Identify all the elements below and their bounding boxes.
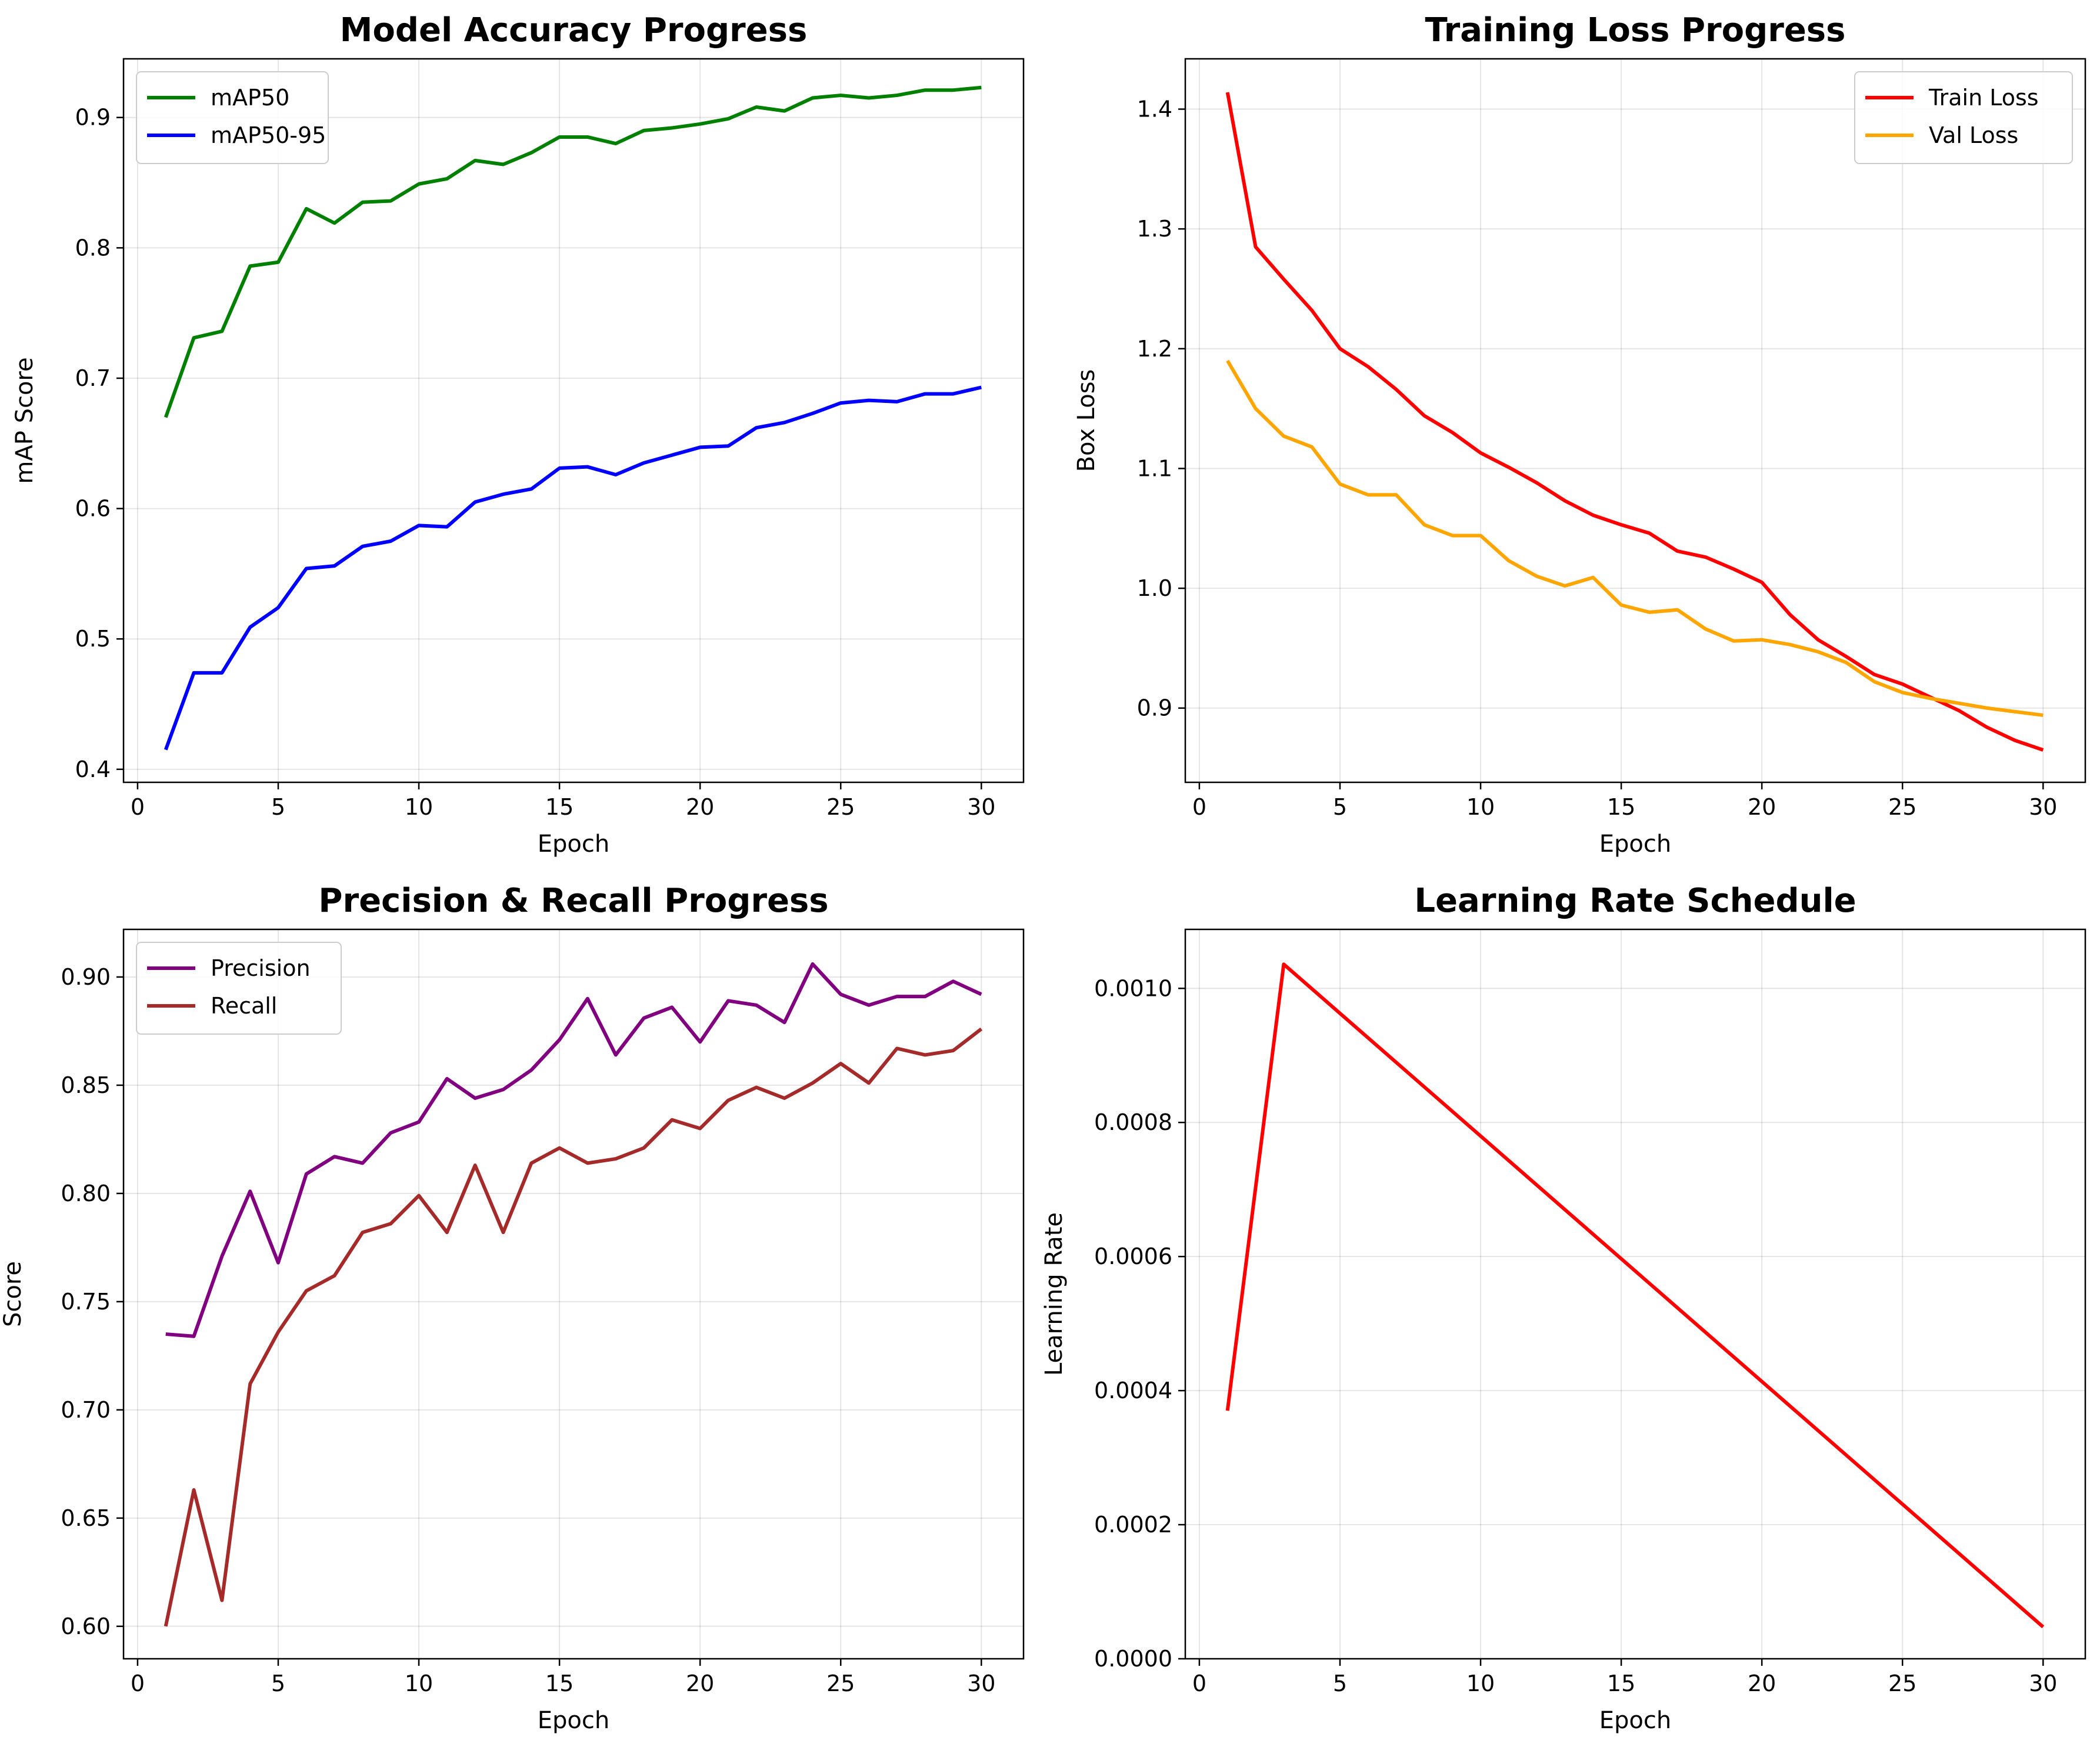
chart-title: Model Accuracy Progress	[340, 11, 808, 49]
legend-label: Train Loss	[1928, 85, 2039, 111]
legend-box	[136, 942, 342, 1035]
x-tick-label: 0	[1192, 794, 1206, 820]
x-tick-label: 25	[826, 1671, 855, 1696]
legend: Train Loss Val Loss	[1854, 71, 2073, 164]
y-tick-label: 0.0008	[1094, 1109, 1172, 1135]
y-tick-label: 1.1	[1137, 455, 1172, 481]
y-tick-label: 0.80	[61, 1181, 111, 1206]
series-line-1	[165, 962, 982, 1338]
x-tick-label: 20	[686, 794, 714, 820]
legend: mAP50 mAP50-95	[136, 71, 329, 164]
y-tick-label: 1.2	[1137, 336, 1172, 362]
y-tick-label: 0.4	[75, 756, 111, 782]
y-tick-label: 0.9	[1137, 695, 1172, 721]
y-tick-label: 0.0010	[1094, 975, 1172, 1001]
legend-label: Val Loss	[1929, 122, 2018, 148]
chart-panel-3: 0 5 10 15 20 25 30 0.60 0.65 0.70 0.75 0.80 0.85 0.90…	[0, 882, 1025, 1734]
legend-box	[136, 71, 329, 164]
chart-panel-2: 0 5 10 15 20 25 30 0.9 1.0 1.1 1.2 1.3 1.4 Training L…	[1073, 11, 2086, 858]
y-tick-label: 0.65	[61, 1505, 111, 1531]
y-tick-label: 0.75	[61, 1289, 111, 1315]
x-tick-label: 0	[131, 1671, 145, 1696]
y-tick-label: 0.70	[61, 1397, 111, 1423]
y-axis-label: Score	[0, 1261, 26, 1327]
x-tick-label: 15	[1607, 1671, 1635, 1696]
x-tick-label: 25	[1888, 794, 1916, 820]
legend-label: mAP50	[211, 85, 289, 111]
y-tick-label: 1.0	[1137, 575, 1172, 601]
x-tick-label: 5	[271, 794, 285, 820]
y-tick-label: 0.5	[75, 626, 111, 652]
x-tick-label: 30	[2029, 794, 2057, 820]
chart-title: Precision & Recall Progress	[318, 882, 828, 920]
legend-label: mAP50-95	[211, 122, 326, 148]
x-tick-label: 25	[1888, 1671, 1916, 1696]
x-tick-label: 5	[1333, 794, 1347, 820]
series-line-2	[1226, 359, 2044, 717]
plot-frame	[122, 58, 1025, 784]
x-tick-label: 20	[1748, 1671, 1776, 1696]
x-tick-label: 30	[967, 1671, 995, 1696]
y-tick-label: 0.8	[75, 235, 111, 261]
chart-title: Training Loss Progress	[1425, 11, 1846, 49]
x-tick-label: 5	[271, 1671, 285, 1696]
plot-frame	[1184, 58, 2086, 784]
x-tick-label: 20	[686, 1671, 714, 1696]
y-tick-label: 0.0002	[1094, 1512, 1172, 1538]
y-tick-label: 0.0006	[1094, 1243, 1172, 1269]
chart-panel-1: 0 5 10 15 20 25 30 0.4 0.5 0.6 0.7 0.8 0.9 Model Accu…	[11, 11, 1025, 858]
legend: Precision Recall	[136, 942, 342, 1035]
legend-label: Recall	[211, 993, 277, 1019]
x-tick-label: 30	[967, 794, 995, 820]
x-tick-label: 5	[1333, 1671, 1347, 1696]
plot-frame	[122, 928, 1025, 1660]
y-tick-label: 1.4	[1137, 96, 1172, 122]
y-tick-label: 0.6	[75, 496, 111, 522]
x-axis-label: Epoch	[538, 831, 609, 858]
y-axis-label: Box Loss	[1073, 369, 1100, 472]
y-tick-label: 0.7	[75, 365, 111, 391]
chart-title: Learning Rate Schedule	[1414, 882, 1856, 920]
series-line-2	[164, 385, 982, 751]
series-line-1	[164, 85, 982, 418]
x-tick-label: 0	[131, 794, 145, 820]
x-tick-label: 20	[1748, 794, 1776, 820]
series-line-2	[164, 1027, 983, 1627]
x-axis-label: Epoch	[1599, 1707, 1671, 1734]
y-tick-label: 0.60	[61, 1613, 111, 1639]
legend-box	[1854, 71, 2073, 164]
x-tick-label: 15	[1607, 794, 1635, 820]
series-line-1	[1225, 92, 2044, 752]
x-tick-label: 10	[405, 794, 433, 820]
x-tick-label: 15	[545, 1671, 574, 1696]
x-axis-label: Epoch	[1599, 831, 1671, 858]
y-tick-label: 1.3	[1137, 216, 1172, 242]
y-tick-label: 0.0004	[1094, 1378, 1172, 1403]
y-tick-label: 0.90	[61, 964, 111, 990]
x-axis-label: Epoch	[538, 1707, 609, 1734]
x-tick-label: 10	[405, 1671, 433, 1696]
x-tick-label: 25	[826, 794, 855, 820]
y-tick-label: 0.9	[75, 105, 111, 131]
y-tick-label: 0.0000	[1094, 1646, 1172, 1672]
x-tick-label: 10	[1466, 794, 1495, 820]
y-axis-label: Learning Rate	[1041, 1212, 1068, 1376]
series-line-1	[1225, 962, 2045, 1629]
y-axis-label: mAP Score	[11, 357, 38, 484]
x-tick-label: 15	[545, 794, 574, 820]
chart-panel-4: 0 5 10 15 20 25 30 0.0000 0.0002 0.0004 0.0006 0.00…	[1041, 882, 2086, 1734]
x-tick-label: 0	[1192, 1671, 1206, 1696]
x-tick-label: 10	[1466, 1671, 1495, 1696]
x-tick-label: 30	[2029, 1671, 2057, 1696]
legend-label: Precision	[211, 955, 311, 981]
plot-frame	[1184, 928, 2086, 1660]
y-tick-label: 0.85	[61, 1072, 111, 1098]
